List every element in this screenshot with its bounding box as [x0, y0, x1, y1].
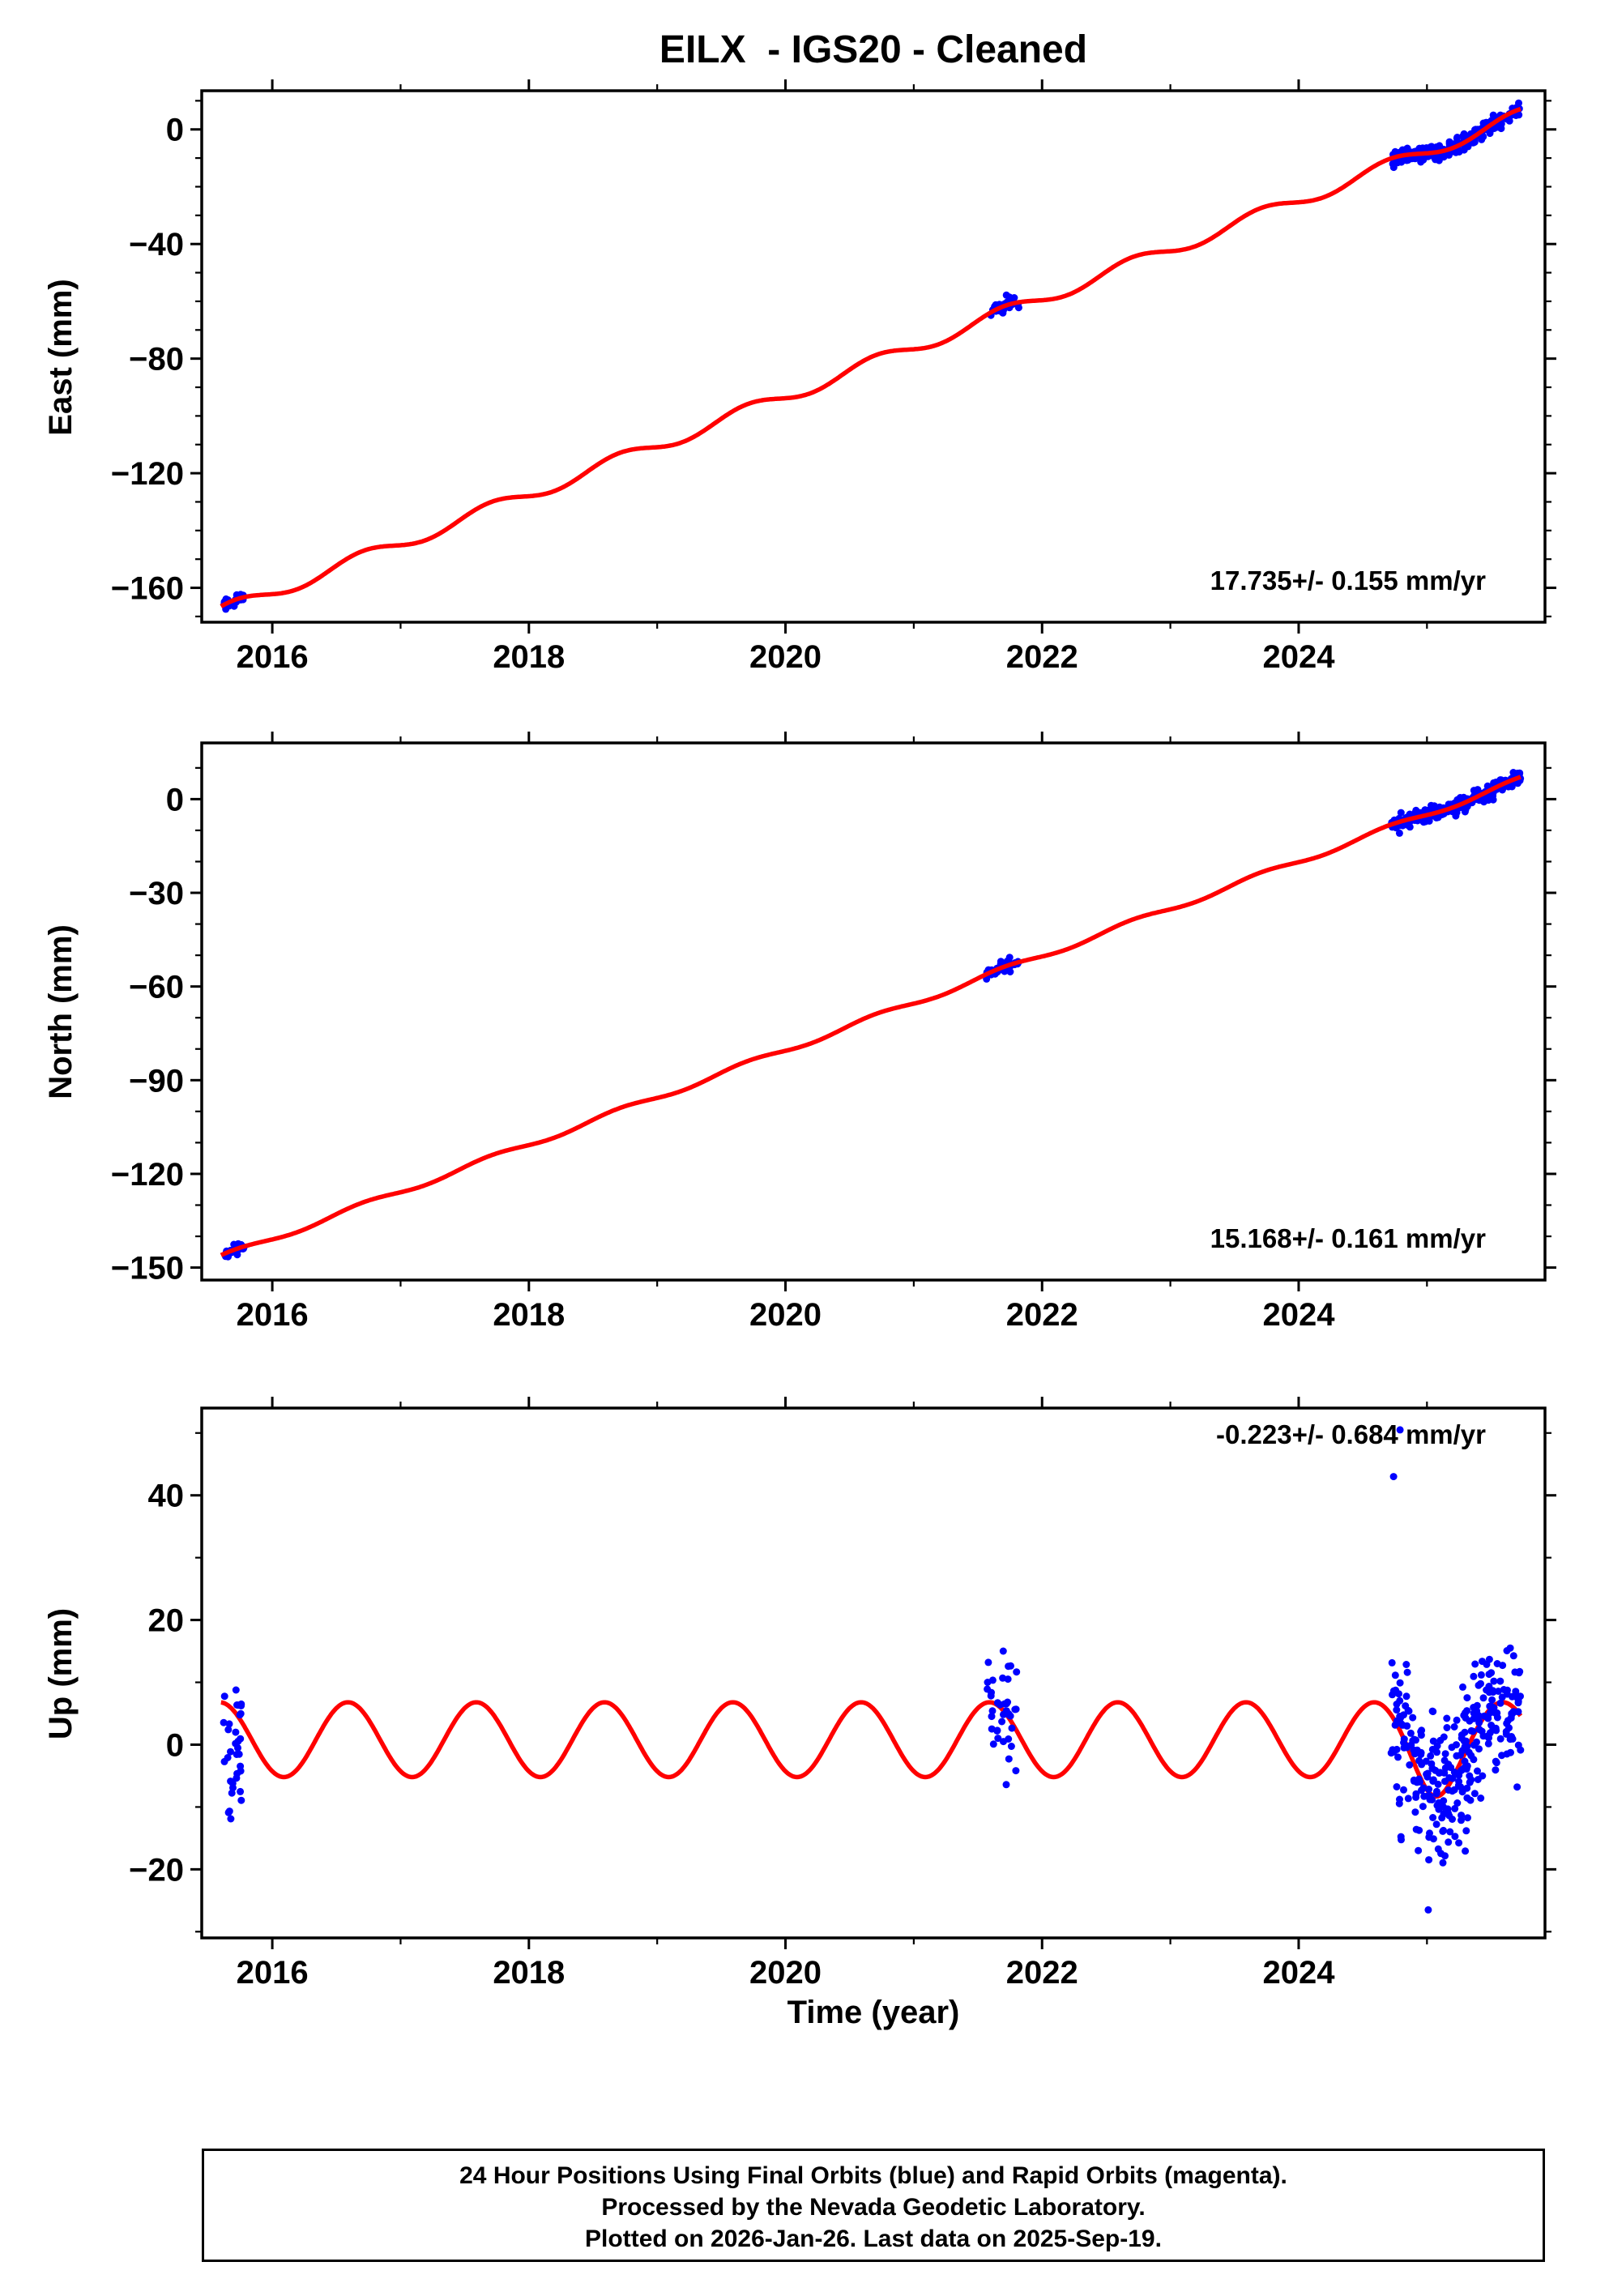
east-rate-label: 17.735+/- 0.155 mm/yr: [1210, 565, 1486, 595]
svg-text:−150: −150: [111, 1251, 184, 1287]
svg-text:0: 0: [166, 113, 184, 148]
svg-text:−20: −20: [129, 1852, 184, 1888]
svg-text:2020: 2020: [749, 639, 822, 675]
footer-line-3: Plotted on 2026-Jan-26. Last data on 202…: [585, 2226, 1162, 2252]
data-points: [220, 1426, 1525, 1914]
time-axis-label: Time (year): [787, 1995, 960, 2030]
svg-text:−120: −120: [111, 456, 184, 492]
svg-text:2018: 2018: [493, 639, 565, 675]
svg-text:2018: 2018: [493, 1955, 565, 1991]
svg-text:20: 20: [148, 1603, 185, 1639]
svg-text:0: 0: [166, 1727, 184, 1763]
svg-text:2020: 2020: [749, 1297, 822, 1333]
svg-text:40: 40: [148, 1479, 185, 1514]
svg-text:−120: −120: [111, 1157, 184, 1193]
footer-line-1: 24 Hour Positions Using Final Orbits (bl…: [459, 2162, 1287, 2189]
svg-text:2024: 2024: [1262, 1297, 1335, 1333]
up-axis-label: Up (mm): [43, 1607, 79, 1740]
up-panel: 2016 2018 2020 2022 2024 −20 0 20 40: [129, 1397, 1556, 1991]
svg-text:2024: 2024: [1262, 1955, 1335, 1991]
model-fit-line: [220, 1700, 1523, 1799]
svg-text:2018: 2018: [493, 1297, 565, 1333]
svg-text:2022: 2022: [1006, 1955, 1078, 1991]
east-axis-label: East (mm): [43, 279, 79, 436]
svg-text:0: 0: [166, 782, 184, 817]
svg-text:2022: 2022: [1006, 639, 1078, 675]
footer-box: 24 Hour Positions Using Final Orbits (bl…: [202, 2149, 1545, 2262]
svg-text:−80: −80: [129, 342, 184, 378]
svg-text:−160: −160: [111, 571, 184, 607]
model-fit-line: [220, 106, 1522, 608]
north-rate-label: 15.168+/- 0.161 mm/yr: [1210, 1223, 1486, 1253]
svg-text:−40: −40: [129, 227, 184, 262]
north-axis-label: North (mm): [43, 924, 79, 1099]
east-panel: 2016 2018 2020 2022 2024 −160 −120 −80 −40 0: [111, 79, 1556, 675]
footer-line-2: Processed by the Nevada Geodetic Laborat…: [601, 2194, 1146, 2221]
model-fit-line: [220, 775, 1522, 1257]
svg-text:2022: 2022: [1006, 1297, 1078, 1333]
svg-text:−60: −60: [129, 970, 184, 1005]
plot-title: EILX - IGS20 - Cleaned: [659, 28, 1088, 71]
svg-text:−30: −30: [129, 876, 184, 911]
svg-text:2024: 2024: [1262, 639, 1335, 675]
north-panel: 2016 2018 2020 2022 2024 −150 −120 −90 −60 −30 0: [111, 732, 1556, 1333]
svg-text:2020: 2020: [749, 1955, 822, 1991]
svg-text:−90: −90: [129, 1063, 184, 1099]
svg-text:2016: 2016: [237, 1297, 309, 1333]
svg-text:2016: 2016: [237, 639, 309, 675]
up-rate-label: -0.223+/- 0.684 mm/yr: [1216, 1419, 1486, 1449]
svg-text:2016: 2016: [237, 1955, 309, 1991]
